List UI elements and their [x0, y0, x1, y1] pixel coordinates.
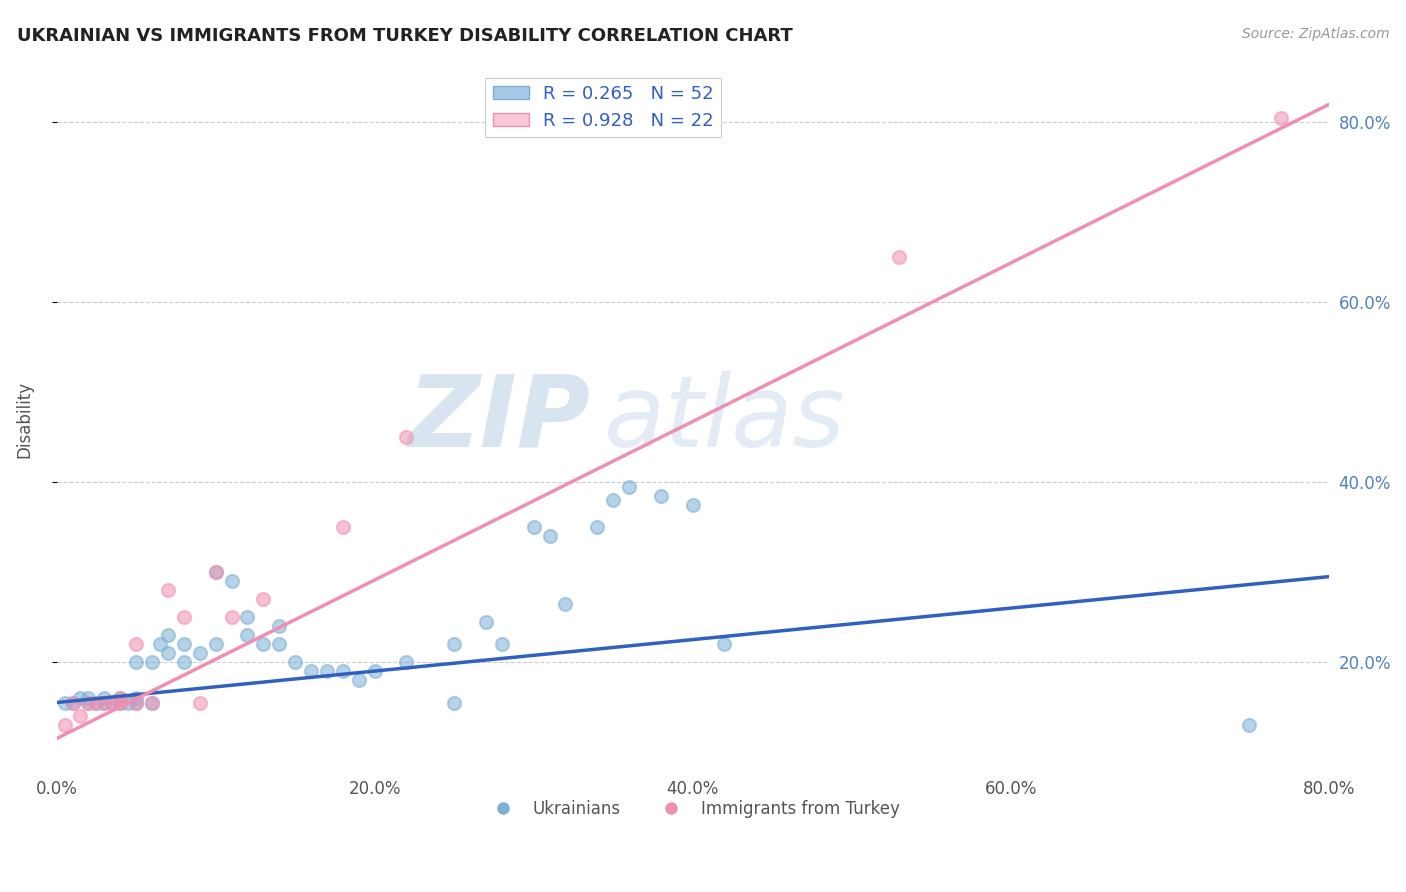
Point [93, 696, 115, 710]
Point [62, 696, 84, 710]
Point [204, 565, 226, 579]
Point [69, 709, 91, 723]
Point [1270, 111, 1292, 125]
Point [332, 520, 354, 534]
Text: Source: ZipAtlas.com: Source: ZipAtlas.com [1241, 27, 1389, 41]
Point [101, 696, 124, 710]
Point [53, 718, 76, 732]
Point [141, 696, 163, 710]
Point [252, 637, 274, 651]
Point [77, 696, 100, 710]
Point [173, 637, 195, 651]
Point [86, 696, 108, 710]
Point [110, 691, 132, 706]
Point [110, 691, 132, 706]
Point [156, 583, 179, 598]
Text: ZIP: ZIP [408, 371, 591, 467]
Point [125, 637, 148, 651]
Point [125, 696, 148, 710]
Point [363, 664, 385, 678]
Point [1239, 718, 1261, 732]
Point [347, 673, 370, 687]
Point [650, 489, 672, 503]
Point [316, 664, 339, 678]
Point [173, 610, 195, 624]
Text: UKRAINIAN VS IMMIGRANTS FROM TURKEY DISABILITY CORRELATION CHART: UKRAINIAN VS IMMIGRANTS FROM TURKEY DISA… [17, 27, 793, 45]
Point [269, 637, 291, 651]
Point [395, 430, 418, 444]
Point [269, 619, 291, 633]
Point [682, 498, 704, 512]
Point [204, 565, 226, 579]
Point [93, 691, 115, 706]
Point [538, 529, 561, 543]
Point [889, 251, 911, 265]
Point [204, 637, 226, 651]
Point [141, 655, 163, 669]
Point [188, 696, 211, 710]
Point [523, 520, 546, 534]
Point [156, 628, 179, 642]
Point [110, 696, 132, 710]
Point [602, 493, 624, 508]
Point [173, 655, 195, 669]
Point [77, 696, 100, 710]
Point [554, 597, 576, 611]
Point [125, 691, 148, 706]
Point [53, 696, 76, 710]
Point [586, 520, 609, 534]
Point [221, 610, 243, 624]
Legend: Ukrainians, Immigrants from Turkey: Ukrainians, Immigrants from Turkey [479, 794, 907, 825]
Point [395, 655, 418, 669]
Point [443, 696, 465, 710]
Y-axis label: Disability: Disability [15, 381, 32, 458]
Point [236, 610, 259, 624]
Point [77, 691, 100, 706]
Point [101, 696, 124, 710]
Point [93, 696, 115, 710]
Point [149, 637, 172, 651]
Point [86, 696, 108, 710]
Point [110, 696, 132, 710]
Point [156, 646, 179, 660]
Point [299, 664, 322, 678]
Point [62, 696, 84, 710]
Point [284, 655, 307, 669]
Point [188, 646, 211, 660]
Point [475, 615, 498, 629]
Point [236, 628, 259, 642]
Point [491, 637, 513, 651]
Point [221, 574, 243, 589]
Text: atlas: atlas [603, 371, 845, 467]
Point [125, 696, 148, 710]
Point [141, 696, 163, 710]
Point [443, 637, 465, 651]
Point [617, 480, 640, 494]
Point [252, 592, 274, 607]
Point [117, 696, 139, 710]
Point [332, 664, 354, 678]
Point [125, 655, 148, 669]
Point [69, 691, 91, 706]
Point [713, 637, 735, 651]
